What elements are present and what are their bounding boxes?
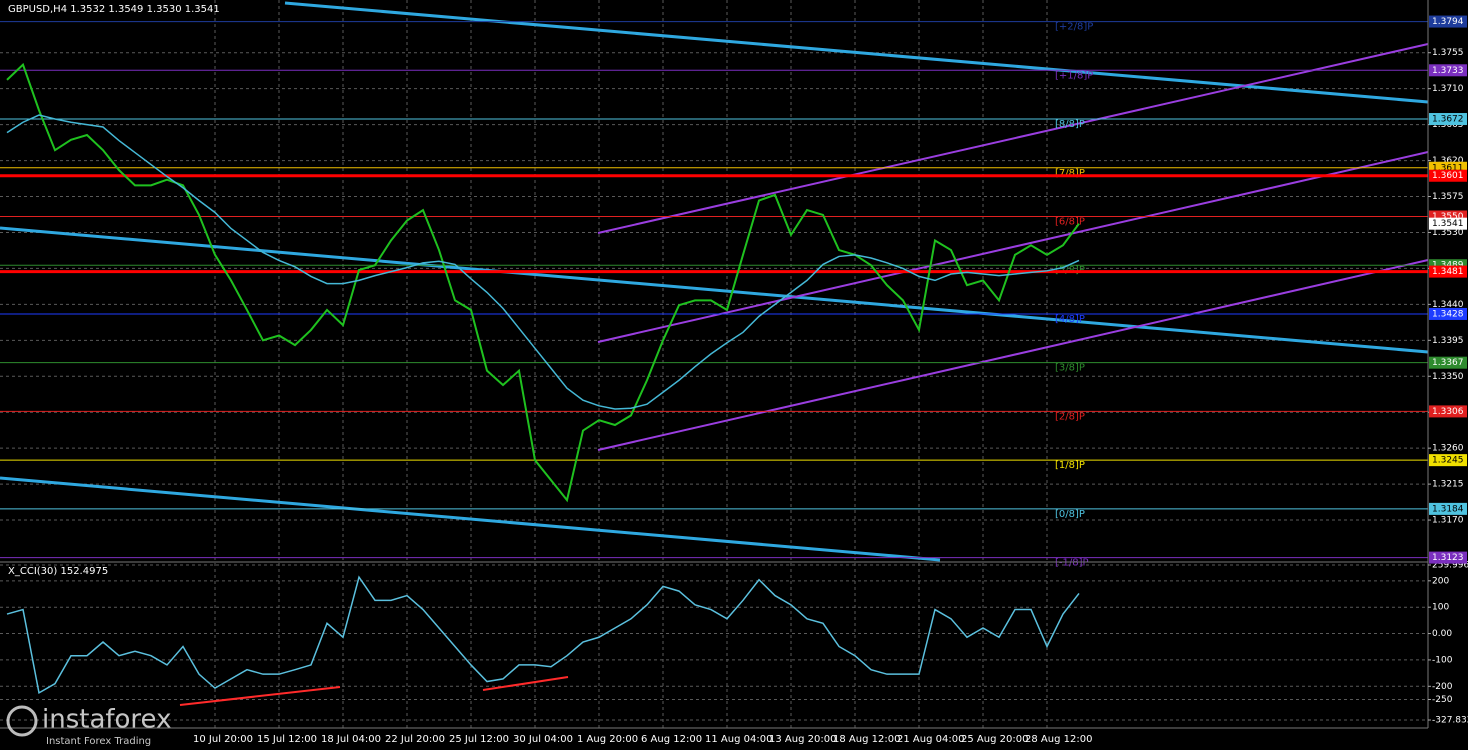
series-line — [6, 114, 1080, 410]
y-tick-label: -250 — [1432, 695, 1453, 705]
price-tag-label: 1.3794 — [1432, 17, 1464, 27]
y-tick-label: 1.3575 — [1432, 192, 1464, 202]
x-tick-label: 15 Jul 12:00 — [257, 734, 317, 745]
price-tag-label: 1.3428 — [1432, 309, 1464, 319]
y-tick-label: 1.3395 — [1432, 336, 1464, 346]
axes: 10 Jul 20:00 15 Jul 12:00 18 Jul 04:00 22 J… — [193, 15, 1468, 745]
x-tick-label: 25 Jul 12:00 — [449, 734, 509, 745]
price-tag-label: 1.3245 — [1432, 456, 1464, 466]
murrey-label: [+1/8]P — [1055, 70, 1093, 81]
price-tag — [1429, 502, 1467, 515]
price-tag-label: 1.3672 — [1432, 115, 1464, 125]
y-tick-label: 1.3620 — [1432, 156, 1464, 166]
murrey-label: [0/8]P — [1055, 509, 1085, 520]
y-tick-label: 1.3215 — [1432, 480, 1464, 490]
y-tick-label: 1.3710 — [1432, 84, 1464, 94]
price-tag — [1429, 307, 1467, 320]
x-tick-label: 18 Jul 04:00 — [321, 734, 381, 745]
y-tick-label: 1.3530 — [1432, 228, 1464, 238]
chart-title: GBPUSD,H4 1.3532 1.3549 1.3530 1.3541 — [8, 4, 220, 15]
y-tick-label: 1.3665 — [1432, 120, 1464, 130]
price-tag — [1429, 15, 1467, 28]
x-tick-label: 10 Jul 20:00 — [193, 734, 253, 745]
grid — [0, 0, 1428, 728]
murrey-label: [7/8]P — [1055, 168, 1085, 179]
x-tick-label: 1 Aug 20:00 — [577, 734, 638, 745]
murrey-label: [3/8]P — [1055, 363, 1085, 374]
x-tick-label: 25 Aug 20:00 — [961, 734, 1028, 745]
y-tick-label: 259.9969 — [1432, 561, 1468, 571]
y-tick-label: 200 — [1432, 576, 1449, 586]
channel-line — [597, 151, 1429, 343]
price-tag-label: 1.3481 — [1432, 267, 1464, 277]
channel-line — [597, 259, 1429, 451]
tagline: Instant Forex Trading — [46, 736, 151, 747]
murrey-label: [+2/8]P — [1055, 22, 1093, 33]
murrey-label: [6/8]P — [1055, 216, 1085, 227]
y-tick-label: 0.00 — [1432, 629, 1452, 639]
x-tick-label: 18 Aug 12:00 — [833, 734, 900, 745]
y-tick-label: 100 — [1432, 603, 1449, 613]
price-tag-label: 1.3550 — [1432, 212, 1464, 222]
y-tick-label: -100 — [1432, 655, 1453, 665]
murrey-label: [2/8]P — [1055, 411, 1085, 422]
trend-lines — [0, 1, 1429, 706]
price-tag-label: 1.3601 — [1432, 171, 1464, 181]
y-tick-label: 1.3350 — [1432, 372, 1464, 382]
x-tick-label: 30 Jul 04:00 — [513, 734, 573, 745]
y-tick-label: 1.3755 — [1432, 48, 1464, 58]
marks — [6, 62, 1080, 695]
price-tag — [1429, 217, 1467, 230]
price-tag-label: 1.3611 — [1432, 163, 1464, 173]
price-tag-label: 1.3123 — [1432, 553, 1464, 563]
y-tick-label: -200 — [1432, 682, 1453, 692]
y-tick-label: 1.3170 — [1432, 516, 1464, 526]
channel-line — [0, 476, 941, 562]
murrey-label: [4/8]P — [1055, 314, 1085, 325]
price-tag-label: 1.3367 — [1432, 358, 1464, 368]
price-tag — [1429, 169, 1467, 182]
x-tick-label: 13 Aug 20:00 — [769, 734, 836, 745]
price-tag — [1429, 356, 1467, 369]
x-tick-label: 11 Aug 04:00 — [705, 734, 772, 745]
murrey-label: [-1/8]P — [1055, 558, 1089, 569]
x-tick-label: 21 Aug 04:00 — [897, 734, 964, 745]
divergence-line — [482, 676, 569, 691]
murrey-label: [8/8]P — [1055, 119, 1085, 130]
x-tick-label: 28 Aug 12:00 — [1025, 734, 1092, 745]
x-tick-label: 6 Aug 12:00 — [641, 734, 702, 745]
price-tag-label: 1.3306 — [1432, 407, 1464, 417]
price-tag — [1429, 113, 1467, 126]
price-tag-label: 1.3184 — [1432, 504, 1464, 514]
price-tag-label: 1.3733 — [1432, 66, 1464, 76]
logo-icon — [6, 705, 38, 737]
price-tag — [1429, 454, 1467, 467]
x-tick-label: 22 Jul 20:00 — [385, 734, 445, 745]
price-tag-label: 1.3541 — [1432, 219, 1464, 229]
y-tick-label: -327.832 — [1432, 716, 1468, 726]
price-tag — [1429, 64, 1467, 77]
channel-line — [284, 1, 1429, 104]
channel-line — [597, 43, 1429, 234]
y-tick-label: 1.3440 — [1432, 300, 1464, 310]
levels: [+2/8]P[+1/8]P[8/8]P[7/8]P[6/8]P[5/8]P[4… — [0, 21, 1428, 569]
price-tag — [1429, 405, 1467, 418]
divergence-line — [179, 686, 341, 706]
channel-line — [0, 226, 1429, 354]
watermark: instaforex Instant Forex Trading — [6, 705, 171, 747]
brand: instaforex — [42, 705, 171, 735]
series-line — [6, 575, 1080, 695]
price-tag — [1429, 265, 1467, 278]
murrey-label: [1/8]P — [1055, 460, 1085, 471]
indicator-title: X_CCI(30) 152.4975 — [8, 566, 108, 577]
price-tag — [1429, 551, 1467, 564]
y-tick-label: 1.3260 — [1432, 444, 1464, 454]
